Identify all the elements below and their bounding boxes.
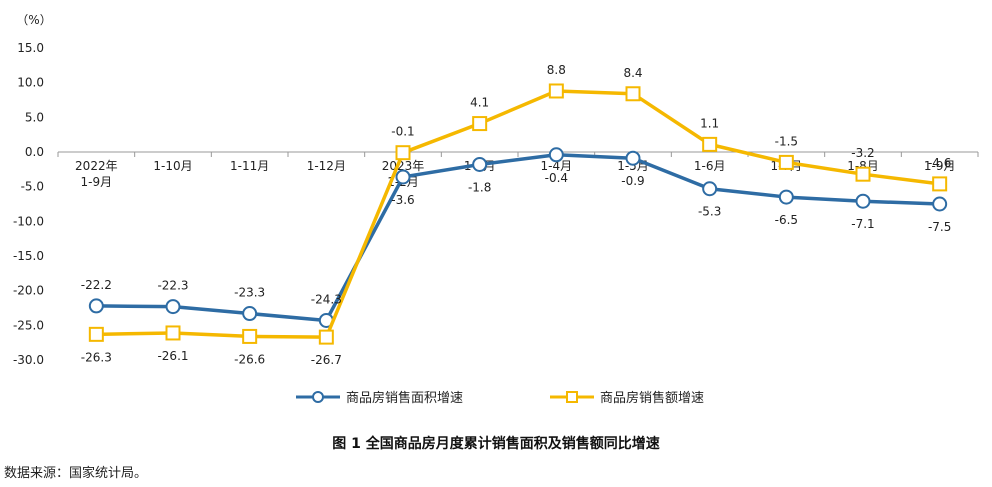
data-label: -22.3 xyxy=(157,279,188,293)
x-tick-label: 1-9月 xyxy=(924,159,956,173)
data-label: 1.1 xyxy=(700,116,719,130)
data-point xyxy=(702,136,718,152)
data-point xyxy=(165,299,181,315)
data-point xyxy=(395,145,411,161)
data-labels: -22.2 -22.3 -23.3 -24.3 -3.6 -1.8 -0.4 -0.9 -5.3… xyxy=(81,63,952,367)
data-label: -3.6 xyxy=(391,193,414,207)
y-tick-label: 15.0 xyxy=(17,41,44,55)
x-tick-label: 1-4月 xyxy=(541,159,573,173)
x-tick-label: 1-6月 xyxy=(694,159,726,173)
data-point xyxy=(625,86,641,102)
data-label: -1.5 xyxy=(775,134,798,148)
data-point xyxy=(472,116,488,132)
data-label: -22.2 xyxy=(81,278,112,292)
data-point xyxy=(625,150,641,166)
data-label: -7.5 xyxy=(928,220,951,234)
data-point xyxy=(778,154,794,170)
x-tick-label: 1-11月 xyxy=(230,159,269,173)
y-tick-label: 5.0 xyxy=(25,110,44,124)
y-axis: 15.0 10.0 5.0 0.0 -5.0 -10.0 -15.0 -20.0 -25.0 -3… xyxy=(13,41,44,367)
series-line-2 xyxy=(96,89,940,339)
data-point xyxy=(932,176,948,192)
data-label: -5.3 xyxy=(698,205,721,219)
data-label: -6.5 xyxy=(775,213,798,227)
data-label: -26.6 xyxy=(234,352,265,366)
legend-marker xyxy=(312,391,324,403)
data-point xyxy=(88,298,104,314)
legend-marker xyxy=(566,391,578,403)
legend-label: 商品房销售额增速 xyxy=(600,390,704,406)
data-point xyxy=(395,169,411,185)
data-point xyxy=(548,83,564,99)
data-label: -26.7 xyxy=(311,353,342,367)
data-point xyxy=(242,306,258,322)
y-unit-label: （%） xyxy=(16,13,51,27)
series-line-1 xyxy=(96,153,940,323)
legend-label: 商品房销售面积增速 xyxy=(346,390,463,406)
data-label: -0.9 xyxy=(621,174,644,188)
data-label: 8.4 xyxy=(623,66,642,80)
data-point xyxy=(702,181,718,197)
source-note: 数据来源：国家统计局。 xyxy=(4,466,148,481)
data-label: -4.6 xyxy=(928,156,951,170)
x-tick-label: 1-12月 xyxy=(307,159,346,173)
y-tick-label: -15.0 xyxy=(13,249,44,263)
x-tick-label: 1-8月 xyxy=(847,159,879,173)
y-tick-label: -10.0 xyxy=(13,214,44,228)
y-tick-label: -25.0 xyxy=(13,318,44,332)
data-point xyxy=(88,326,104,342)
data-point xyxy=(548,147,564,163)
data-point xyxy=(855,166,871,182)
x-tick-label: 2022年 1-9月 xyxy=(75,159,118,189)
x-tick-label: 1-10月 xyxy=(153,159,192,173)
data-point xyxy=(778,189,794,205)
data-point xyxy=(242,328,258,344)
data-label: -3.2 xyxy=(851,146,874,160)
y-tick-label: -30.0 xyxy=(13,353,44,367)
data-point xyxy=(855,193,871,209)
data-label: 4.1 xyxy=(470,96,489,110)
data-point xyxy=(932,196,948,212)
data-label: -26.1 xyxy=(157,349,188,363)
data-label: -7.1 xyxy=(851,217,874,231)
y-tick-label: 0.0 xyxy=(25,145,44,159)
data-label: 8.8 xyxy=(547,63,566,77)
data-label: -0.1 xyxy=(391,125,414,139)
data-label: -1.8 xyxy=(468,180,491,194)
legend: 商品房销售面积增速 商品房销售额增速 xyxy=(296,390,704,406)
series-group xyxy=(88,83,948,345)
data-point xyxy=(318,329,334,345)
y-tick-label: 10.0 xyxy=(17,76,44,90)
y-tick-label: -5.0 xyxy=(21,180,44,194)
y-tick-label: -20.0 xyxy=(13,284,44,298)
data-label: -26.3 xyxy=(81,350,112,364)
data-point xyxy=(472,156,488,172)
data-label: -24.3 xyxy=(311,292,342,306)
data-label: -0.4 xyxy=(545,171,568,185)
data-point xyxy=(165,325,181,341)
data-label: -23.3 xyxy=(234,286,265,300)
x-axis: 2022年1-9月1-10月1-11月1-12月2023年1-2月1-3月1-4… xyxy=(57,151,979,189)
chart-title: 图 1 全国商品房月度累计销售面积及销售额同比增速 xyxy=(332,435,660,452)
